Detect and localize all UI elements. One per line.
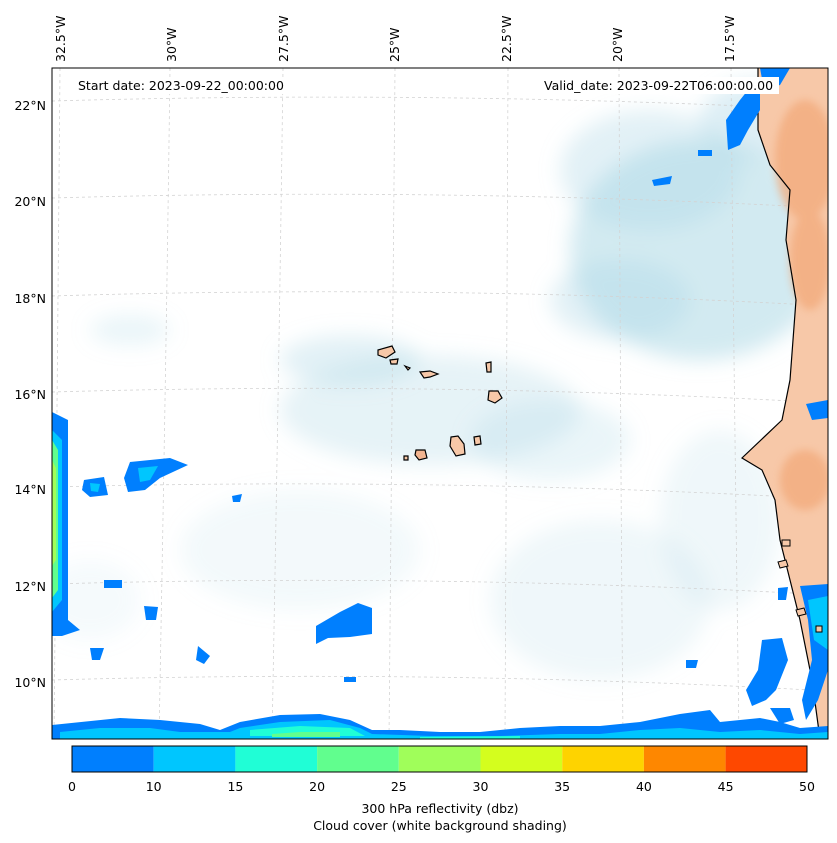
lat-tick-12n: 12°N — [14, 579, 46, 594]
cape-verde-islands — [377, 345, 503, 461]
map-area — [52, 68, 828, 739]
lon-tick-25w: 25°W — [387, 27, 402, 62]
lon-tick-27-5w: 27.5°W — [276, 15, 291, 62]
lon-tick-32-5w: 32.5°W — [53, 15, 68, 62]
colorbar-tick-35: 35 — [554, 779, 571, 794]
lon-tick-30w: 30°W — [164, 27, 179, 62]
cloud-cover-shading — [52, 80, 828, 680]
lon-tick-17-5w: 17.5°W — [722, 15, 737, 62]
colorbar-tick-50: 50 — [799, 779, 815, 794]
lon-tick-22-5w: 22.5°W — [499, 15, 514, 62]
colorbar-seg-8 — [725, 746, 807, 772]
colorbar-tick-20: 20 — [309, 779, 326, 794]
gridlines — [52, 68, 828, 739]
colorbar-tick-45: 45 — [717, 779, 734, 794]
start-date-label: Start date: 2023-09-22_00:00:00 — [72, 77, 290, 94]
lon-tick-20w: 20°W — [610, 27, 625, 62]
colorbar-tick-30: 30 — [472, 779, 489, 794]
colorbar — [71, 745, 808, 773]
lat-tick-10n: 10°N — [14, 675, 46, 690]
reflectivity-blobs — [52, 68, 828, 739]
lat-tick-14n: 14°N — [14, 482, 46, 497]
colorbar-seg-6 — [562, 746, 644, 772]
colorbar-seg-7 — [643, 746, 726, 772]
colorbar-tick-0: 0 — [68, 779, 76, 794]
map-border — [51, 67, 829, 740]
colorbar-seg-4 — [398, 746, 481, 772]
lat-tick-22n: 22°N — [14, 98, 46, 113]
valid-date-label: Valid_date: 2023-09-22T06:00:00.00 — [538, 77, 780, 94]
lat-tick-20n: 20°N — [14, 194, 46, 209]
coastal-islands — [777, 539, 823, 633]
colorbar-tick-40: 40 — [635, 779, 652, 794]
lat-tick-18n: 18°N — [14, 291, 46, 306]
lat-tick-16n: 16°N — [14, 387, 46, 402]
africa-landmass — [741, 68, 828, 739]
colorbar-seg-0 — [72, 746, 154, 772]
colorbar-tick-25: 25 — [390, 779, 407, 794]
colorbar-tick-15: 15 — [227, 779, 244, 794]
colorbar-label-reflectivity: 300 hPa reflectivity (dbz) — [361, 801, 519, 816]
colorbar-label-cloud-cover: Cloud cover (white background shading) — [313, 818, 567, 833]
colorbar-seg-1 — [153, 746, 236, 772]
colorbar-tick-10: 10 — [145, 779, 162, 794]
colorbar-seg-3 — [317, 746, 399, 772]
colorbar-seg-5 — [480, 746, 563, 772]
colorbar-seg-2 — [235, 746, 318, 772]
